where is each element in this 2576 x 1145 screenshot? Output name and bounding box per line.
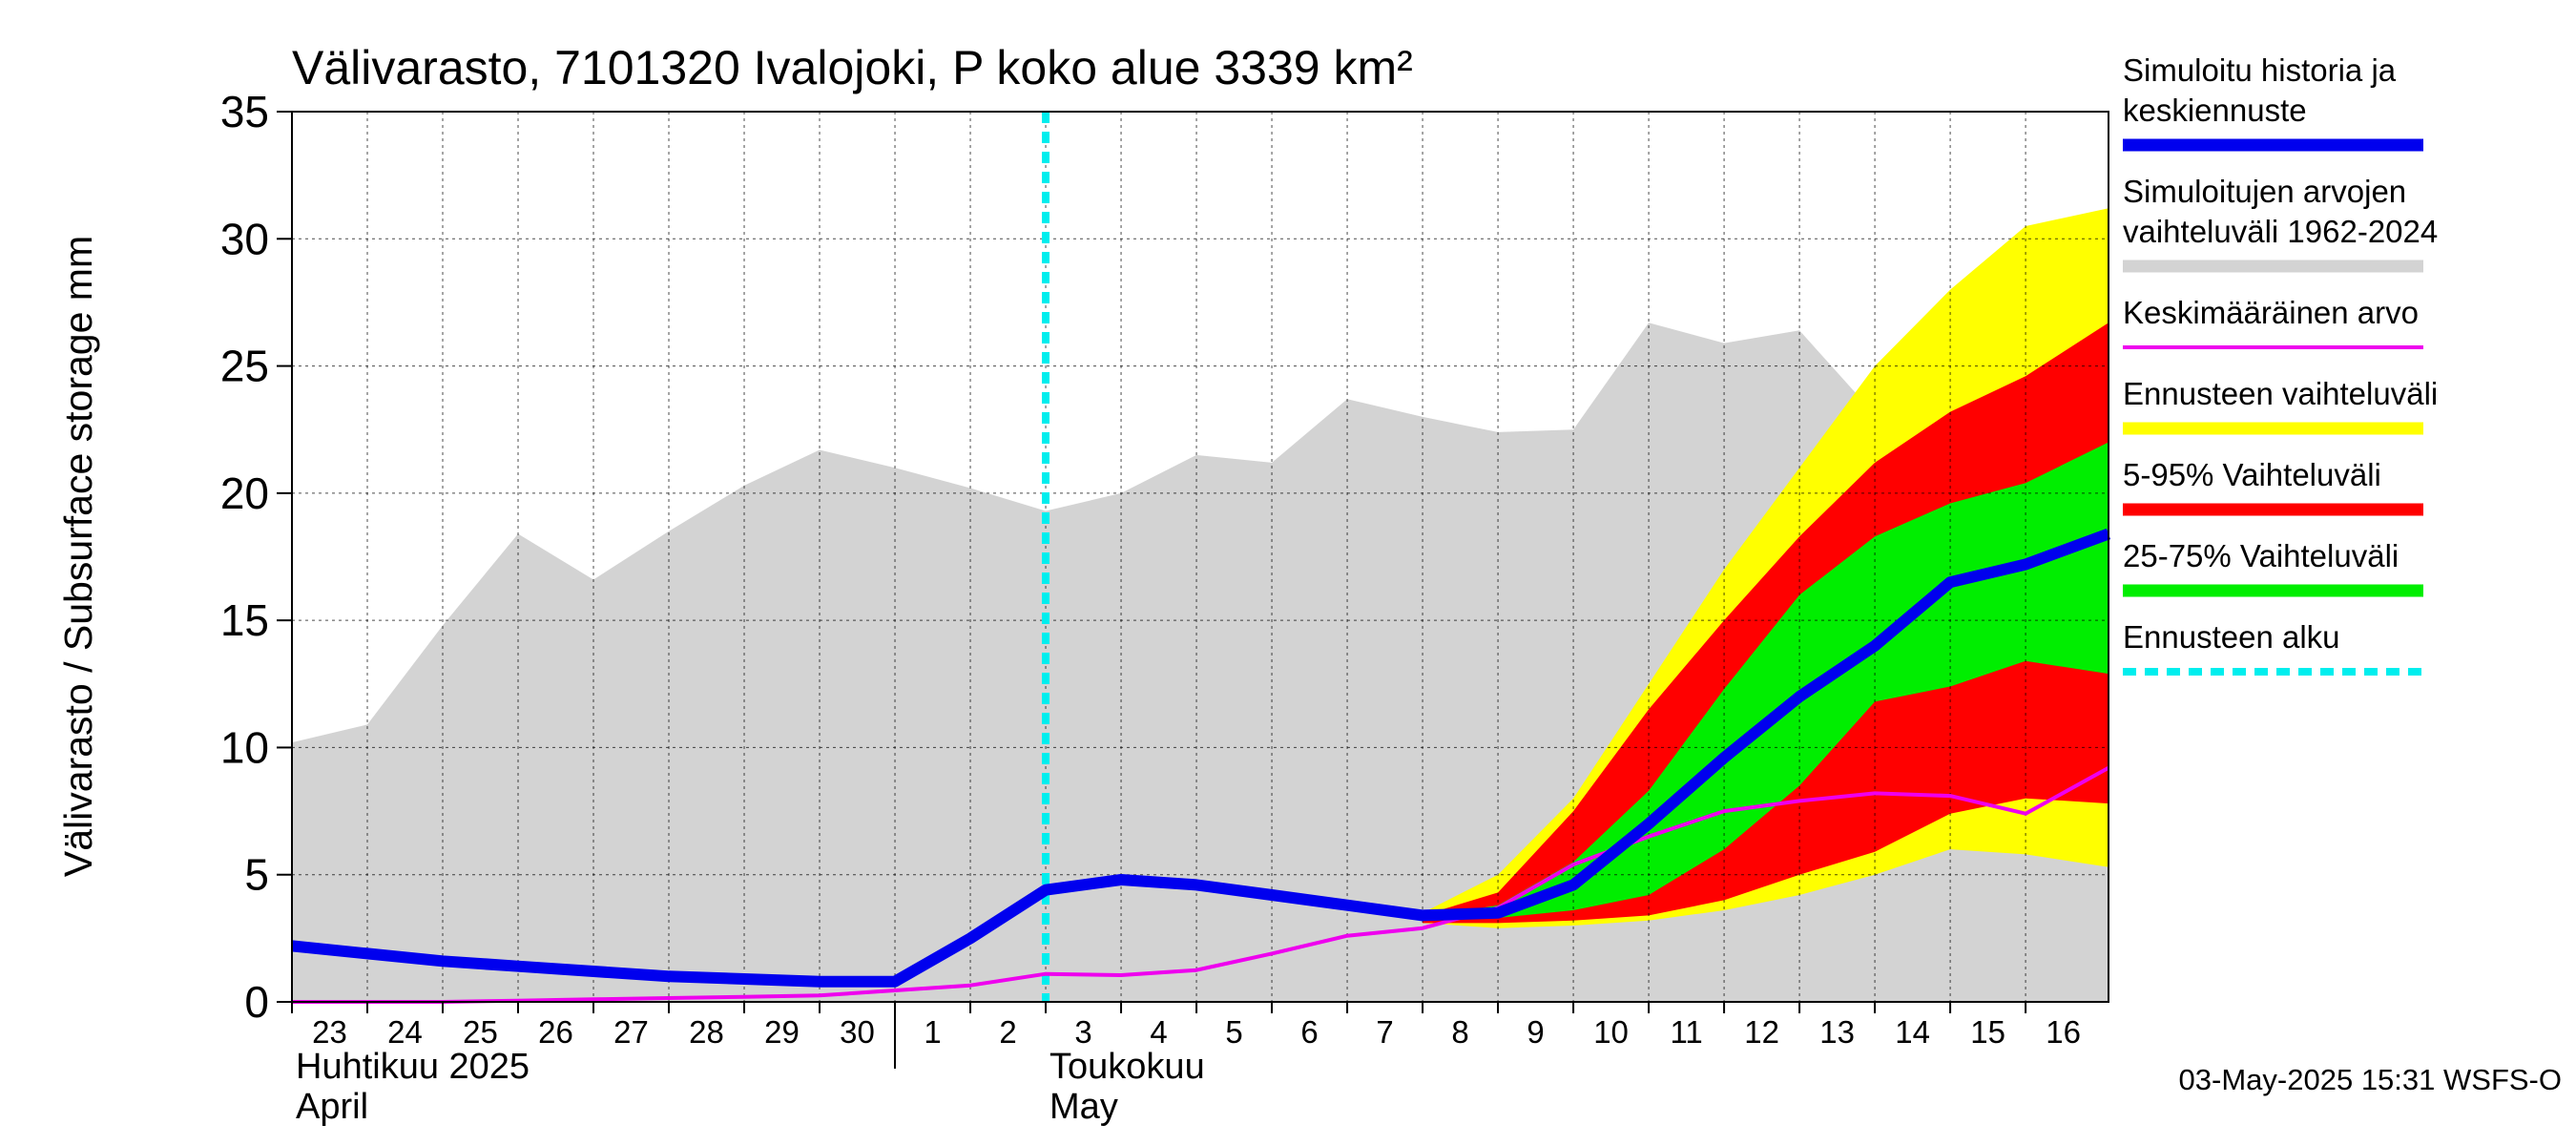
x-tick-label: 4 [1150,1014,1167,1050]
x-tick-label: 11 [1670,1014,1702,1050]
x-tick-label: 3 [1074,1014,1091,1050]
x-tick-label: 25 [463,1014,498,1050]
y-tick-label: 25 [220,342,269,391]
x-tick-label: 16 [2046,1014,2081,1050]
legend-label: Simuloitu historia ja [2123,52,2397,88]
x-tick-label: 26 [538,1014,573,1050]
x-tick-label: 8 [1451,1014,1468,1050]
legend-label: Ennusteen alku [2123,619,2340,655]
chart: 05101520253035 23 24 25 26 27 28 29 30 1 2 3 4 5 6 7 8 9… [0,0,2576,1145]
x-tick-label: 14 [1895,1014,1930,1050]
x-tick-label: 7 [1376,1014,1393,1050]
y-tick-label: 0 [244,977,269,1027]
y-tick-label: 20 [220,468,269,518]
month-label-fi: Toukokuu [1049,1047,1205,1087]
timestamp: 03-May-2025 15:31 WSFS-O [2179,1063,2562,1096]
x-tick-label: 15 [1970,1014,2005,1050]
y-tick-label: 30 [220,214,269,263]
legend-label: 25-75% Vaihteluväli [2123,538,2399,573]
x-tick-label: 12 [1744,1014,1779,1050]
x-tick-label: 5 [1225,1014,1242,1050]
x-tick-label: 23 [312,1014,347,1050]
legend-label: vaihteluväli 1962-2024 [2123,214,2438,249]
x-tick-label: 2 [999,1014,1016,1050]
x-tick-label: 13 [1819,1014,1855,1050]
x-tick-label: 27 [613,1014,649,1050]
x-tick-label: 10 [1593,1014,1629,1050]
x-tick-label: 9 [1527,1014,1544,1050]
y-axis-label: Välivarasto / Subsurface storage mm [56,236,100,877]
y-tick-label: 35 [220,87,269,136]
month-label-en: April [296,1087,368,1127]
legend-label: keskiennuste [2123,93,2307,128]
y-tick-label: 5 [244,850,269,900]
legend-label: Ennusteen vaihteluväli [2123,376,2438,411]
y-tick-label: 10 [220,722,269,772]
legend-label: 5-95% Vaihteluväli [2123,457,2381,492]
x-tick-label: 28 [689,1014,724,1050]
x-tick-label: 1 [924,1014,941,1050]
x-tick-label: 24 [387,1014,423,1050]
x-tick-label: 6 [1300,1014,1318,1050]
x-tick-label: 29 [764,1014,800,1050]
month-label-fi: Huhtikuu 2025 [296,1047,530,1087]
x-tick-label: 30 [840,1014,875,1050]
legend-label: Simuloitujen arvojen [2123,174,2406,209]
month-label-en: May [1049,1087,1118,1127]
legend-label: Keskimääräinen arvo [2123,295,2419,330]
y-tick-label: 15 [220,595,269,645]
chart-title: Välivarasto, 7101320 Ivalojoki, P koko a… [292,41,1413,94]
